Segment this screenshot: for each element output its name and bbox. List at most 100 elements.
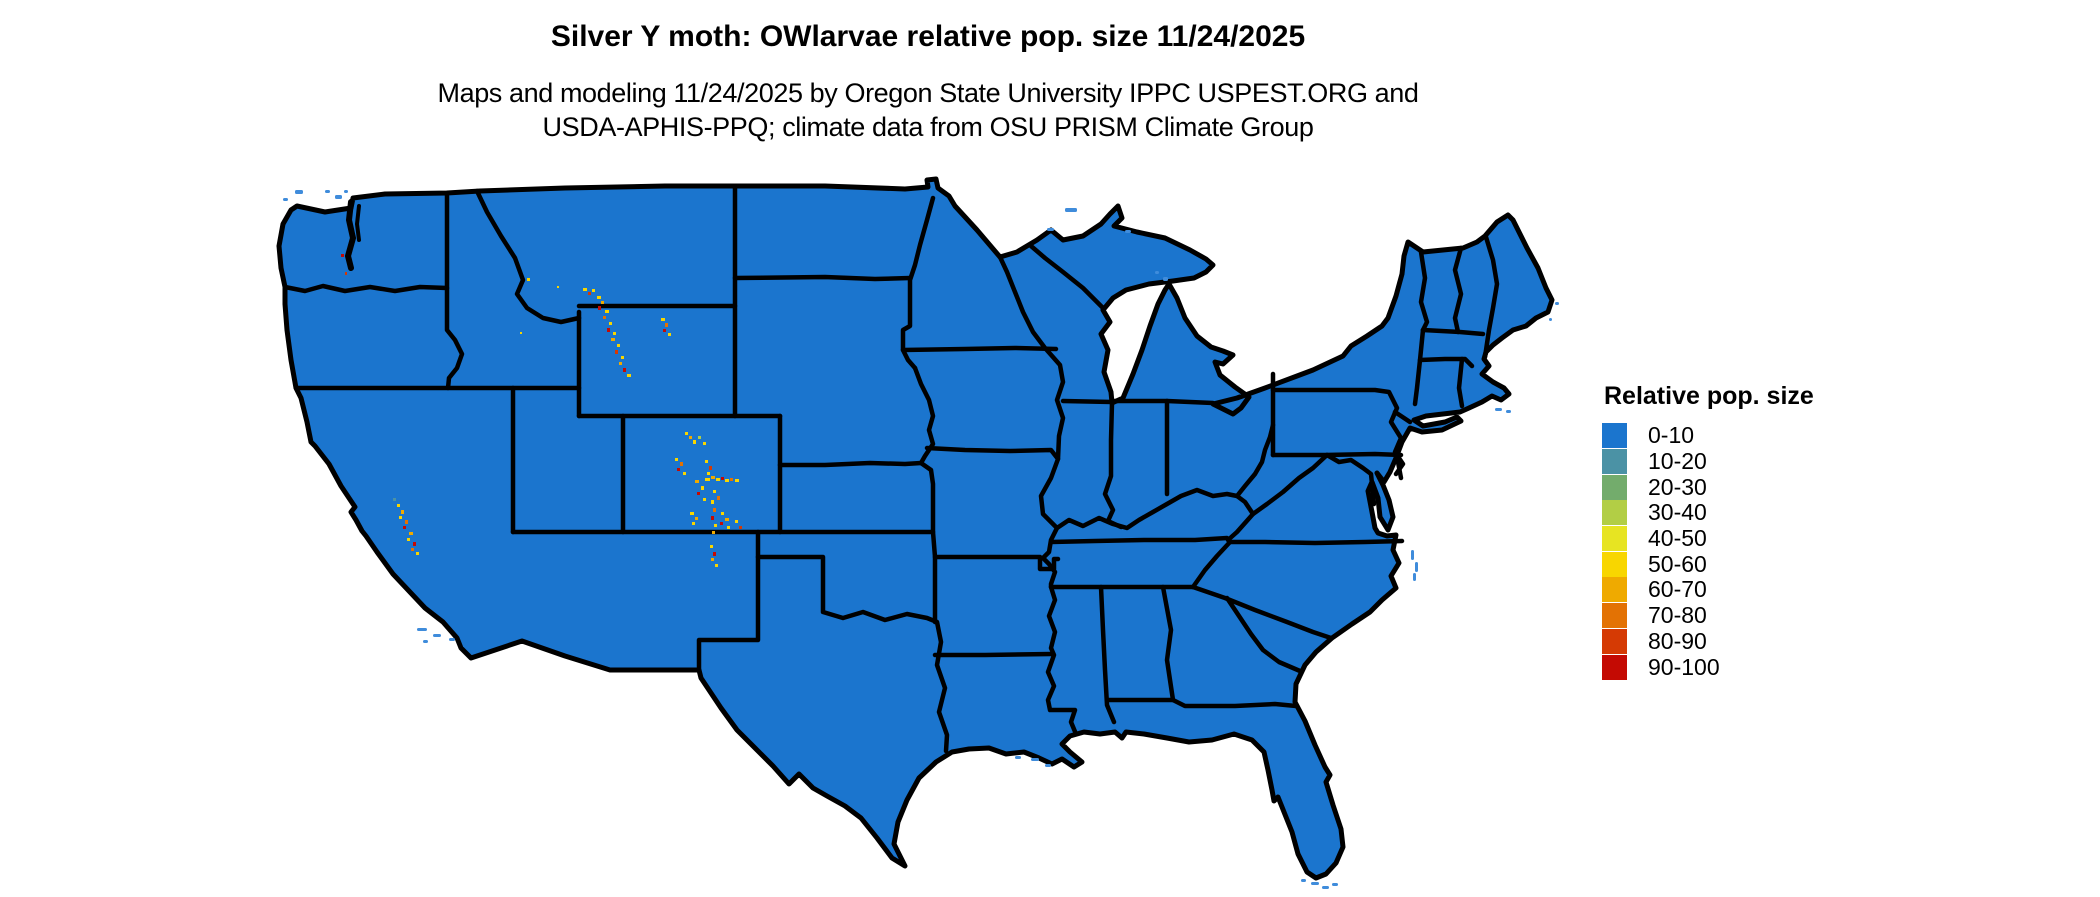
hotspot-pixel bbox=[725, 479, 729, 482]
hotspot-pixel bbox=[690, 512, 694, 515]
island bbox=[344, 190, 348, 193]
hotspot-pixel bbox=[713, 490, 716, 493]
legend-label: 60-70 bbox=[1648, 576, 1707, 603]
island bbox=[1549, 318, 1552, 321]
hotspot-pixel bbox=[721, 512, 724, 515]
us-map-svg bbox=[276, 176, 1559, 889]
hotspot-pixel bbox=[677, 468, 680, 471]
hotspot-pixel bbox=[627, 374, 631, 377]
legend-label: 40-50 bbox=[1648, 525, 1707, 552]
island bbox=[335, 195, 342, 199]
hotspot-pixel bbox=[705, 460, 708, 463]
population-hotspots bbox=[341, 254, 742, 567]
legend-item: 0-10 bbox=[1602, 423, 1862, 449]
legend-label: 20-30 bbox=[1648, 473, 1707, 500]
island bbox=[1555, 302, 1559, 305]
hotspot-pixel bbox=[583, 288, 587, 291]
hotspot-pixel bbox=[693, 440, 696, 444]
hotspot-pixel bbox=[711, 500, 714, 504]
hotspot-pixel bbox=[735, 479, 739, 482]
legend-label: 10-20 bbox=[1648, 448, 1707, 475]
hotspot-pixel bbox=[710, 545, 713, 548]
legend-swatch bbox=[1602, 449, 1627, 475]
hotspot-pixel bbox=[668, 333, 671, 336]
map-header: Silver Y moth: OWlarvae relative pop. si… bbox=[0, 20, 1856, 144]
hotspot-pixel bbox=[345, 272, 347, 275]
hotspot-pixel bbox=[730, 478, 733, 481]
subtitle-line-2: USDA-APHIS-PPQ; climate data from OSU PR… bbox=[542, 112, 1314, 142]
island bbox=[283, 198, 288, 201]
hotspot-pixel bbox=[707, 472, 710, 475]
island bbox=[1031, 758, 1039, 761]
hotspot-pixel bbox=[520, 332, 522, 334]
page-subtitle: Maps and modeling 11/24/2025 by Oregon S… bbox=[0, 76, 1856, 144]
legend-label: 70-80 bbox=[1648, 602, 1707, 629]
legend-swatch bbox=[1602, 628, 1627, 654]
hotspot-pixel bbox=[607, 328, 610, 332]
island bbox=[1301, 879, 1306, 882]
hotspot-pixel bbox=[605, 310, 609, 313]
hotspot-pixel bbox=[615, 350, 618, 354]
hotspot-pixel bbox=[739, 526, 742, 529]
island bbox=[325, 190, 330, 193]
hotspot-pixel bbox=[416, 552, 419, 555]
legend-swatch bbox=[1602, 551, 1627, 577]
island bbox=[1332, 883, 1338, 886]
island bbox=[433, 634, 441, 637]
us-population-map bbox=[265, 160, 1585, 892]
legend-item: 50-60 bbox=[1602, 551, 1862, 577]
island bbox=[423, 640, 428, 643]
island bbox=[1045, 764, 1051, 767]
hotspot-pixel bbox=[663, 329, 666, 332]
page-title: Silver Y moth: OWlarvae relative pop. si… bbox=[550, 20, 1306, 53]
island bbox=[1415, 562, 1418, 572]
hotspot-pixel bbox=[609, 322, 612, 325]
hotspot-pixel bbox=[619, 362, 622, 365]
hotspot-pixel bbox=[689, 436, 692, 439]
hotspot-pixel bbox=[725, 518, 729, 521]
island bbox=[1163, 277, 1168, 281]
hotspot-pixel bbox=[716, 478, 720, 481]
hotspot-pixel bbox=[611, 338, 615, 341]
legend-item: 10-20 bbox=[1602, 449, 1862, 475]
hotspot-pixel bbox=[717, 496, 720, 500]
hotspot-pixel bbox=[697, 492, 700, 495]
hotspot-pixel bbox=[409, 532, 413, 535]
hotspot-pixel bbox=[597, 296, 601, 299]
island bbox=[1015, 756, 1021, 759]
hotspot-pixel bbox=[413, 542, 416, 546]
hotspot-pixel bbox=[735, 520, 738, 523]
legend-label: 50-60 bbox=[1648, 550, 1707, 577]
hotspot-pixel bbox=[401, 510, 404, 514]
hotspot-pixel bbox=[403, 526, 406, 529]
hotspot-pixel bbox=[727, 526, 730, 529]
hotspot-pixel bbox=[341, 254, 344, 257]
legend-swatch bbox=[1602, 423, 1627, 449]
legend-item: 70-80 bbox=[1602, 603, 1862, 629]
hotspot-pixel bbox=[588, 292, 591, 295]
hotspot-pixel bbox=[405, 520, 408, 524]
hotspot-pixel bbox=[715, 564, 718, 567]
hotspot-pixel bbox=[623, 368, 626, 372]
legend-swatch bbox=[1602, 500, 1627, 526]
hotspot-pixel bbox=[703, 442, 706, 445]
hotspot-pixel bbox=[617, 344, 620, 347]
hotspot-pixel bbox=[714, 524, 717, 527]
hotspot-pixel bbox=[621, 356, 624, 359]
hotspot-pixel bbox=[661, 318, 665, 321]
island bbox=[1047, 228, 1054, 231]
hotspot-pixel bbox=[705, 478, 710, 481]
legend-swatch bbox=[1602, 603, 1627, 629]
hotspot-pixel bbox=[703, 498, 706, 501]
island bbox=[417, 628, 427, 631]
hotspot-pixel bbox=[557, 286, 559, 288]
hotspot-pixel bbox=[675, 458, 678, 461]
island bbox=[449, 638, 455, 641]
hotspot-pixel bbox=[407, 538, 410, 541]
island bbox=[1411, 550, 1414, 560]
hotspot-pixel bbox=[393, 498, 396, 501]
hotspot-pixel bbox=[709, 466, 712, 470]
legend-label: 0-10 bbox=[1648, 422, 1695, 449]
hotspot-pixel bbox=[411, 548, 414, 551]
hotspot-pixel bbox=[527, 278, 530, 281]
